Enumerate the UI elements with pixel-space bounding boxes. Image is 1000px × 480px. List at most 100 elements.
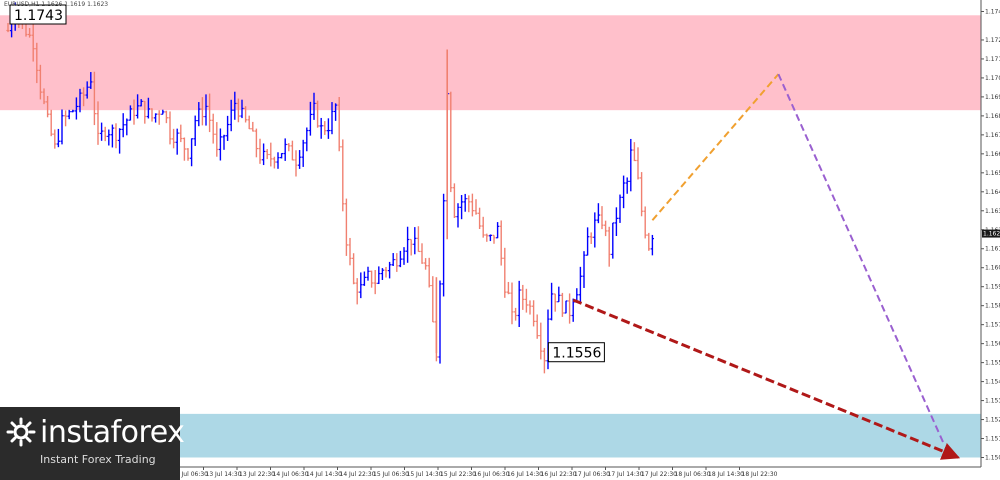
time-tick-label: 17 Jul 06:30: [574, 471, 610, 478]
price-bar: [463, 193, 467, 212]
price-bar: [269, 142, 273, 167]
price-bar: [258, 138, 262, 164]
current-price-label: 1.1623: [983, 231, 1000, 238]
time-tick-label: 16 Jul 14:30: [507, 471, 543, 478]
price-annotation: 1.1743: [9, 4, 67, 25]
price-bar: [614, 207, 618, 237]
time-tick-label: 14 Jul 14:30: [306, 471, 342, 478]
price-bar: [604, 220, 608, 237]
price-bar: [146, 97, 150, 119]
time-tick-label: 15 Jul 22:30: [440, 471, 476, 478]
price-bar: [251, 121, 255, 132]
price-bar: [82, 87, 86, 107]
price-bar: [510, 282, 514, 325]
price-bar: [100, 122, 104, 141]
price-bar: [107, 129, 111, 146]
price-bar: [485, 233, 489, 242]
annotation-box: [9, 4, 67, 25]
price-bar: [535, 314, 539, 339]
price-bar: [316, 100, 320, 128]
price-bar: [287, 143, 291, 152]
price-bar: [398, 250, 402, 268]
annotation-label: 1.1743: [14, 8, 63, 24]
symbol-header: EURUSD,H1 1.1626 1.1619 1.1623: [4, 1, 109, 8]
price-bar: [175, 128, 179, 155]
price-bar: [341, 139, 345, 212]
time-tick-label: 14 Jul 06:30: [273, 471, 309, 478]
price-bar: [596, 203, 600, 224]
time-tick-label: 14 Jul 22:30: [340, 471, 376, 478]
price-bar: [611, 222, 615, 259]
price-tick-label: 1.1645: [985, 189, 1000, 196]
price-bar: [305, 127, 309, 152]
price-bar: [388, 261, 392, 279]
price-bar: [276, 152, 280, 169]
price-bar: [53, 129, 57, 149]
price-bar: [114, 123, 118, 149]
price-tick-label: 1.1705: [985, 75, 1000, 82]
price-bar: [352, 253, 356, 285]
price-bar: [92, 71, 96, 126]
price-bar: [49, 109, 53, 137]
price-tick-label: 1.1595: [985, 284, 1000, 291]
price-bar: [179, 124, 183, 143]
price-bar: [344, 198, 348, 256]
price-bar: [64, 110, 68, 127]
price-tick-label: 1.1535: [985, 398, 1000, 405]
price-bar: [409, 238, 413, 256]
time-tick-label: 13 Jul 14:30: [206, 471, 242, 478]
price-bar: [208, 93, 212, 133]
price-bar: [650, 234, 654, 256]
price-bar: [139, 99, 143, 107]
price-bar: [632, 142, 636, 162]
price-bar: [60, 109, 64, 145]
price-bar: [492, 234, 496, 244]
price-tick-label: 1.1505: [985, 455, 1000, 462]
price-bar: [456, 203, 460, 228]
price-tick-label: 1.1565: [985, 341, 1000, 348]
price-bar: [85, 81, 89, 99]
price-bar: [110, 124, 114, 148]
price-bar: [395, 253, 399, 272]
logo-wordmark: instaforex: [40, 415, 185, 450]
price-tick-label: 1.1615: [985, 246, 1000, 253]
price-bar: [517, 280, 521, 328]
price-bar: [564, 300, 568, 314]
price-bar: [499, 220, 503, 266]
price-bar: [6, 23, 10, 33]
price-tick-label: 1.1685: [985, 113, 1000, 120]
price-bar: [618, 194, 622, 223]
price-bar: [262, 143, 266, 166]
price-tick-label: 1.1555: [985, 360, 1000, 367]
price-tick-label: 1.1545: [985, 379, 1000, 386]
price-bar: [294, 150, 298, 177]
price-bar: [506, 281, 510, 295]
price-bar: [222, 134, 226, 150]
price-bar: [229, 99, 233, 132]
price-bar: [478, 207, 482, 230]
price-bar: [334, 103, 338, 121]
time-tick-label: 16 Jul 06:30: [474, 471, 510, 478]
price-bar: [503, 247, 507, 298]
price-bar: [157, 110, 161, 125]
price-bar: [330, 102, 334, 135]
price-bar: [283, 138, 287, 161]
resistance-zone: [0, 15, 981, 111]
price-bar: [643, 206, 647, 239]
price-bar: [460, 195, 464, 220]
purple-projection-line: [777, 73, 945, 445]
time-tick-label: 16 Jul 22:30: [541, 471, 577, 478]
price-bar: [244, 106, 248, 123]
price-bar: [186, 148, 190, 161]
price-bar: [265, 149, 269, 160]
price-tick-label: 1.1695: [985, 94, 1000, 101]
time-tick-label: 18 Jul 06:30: [675, 471, 711, 478]
price-bar: [168, 111, 172, 145]
price-tick-label: 1.1585: [985, 303, 1000, 310]
price-bar: [125, 118, 129, 136]
price-bar: [226, 115, 230, 141]
annotation-box: [547, 342, 605, 363]
price-bar: [442, 193, 446, 297]
price-bar: [402, 247, 406, 265]
price-tick-label: 1.1525: [985, 417, 1000, 424]
